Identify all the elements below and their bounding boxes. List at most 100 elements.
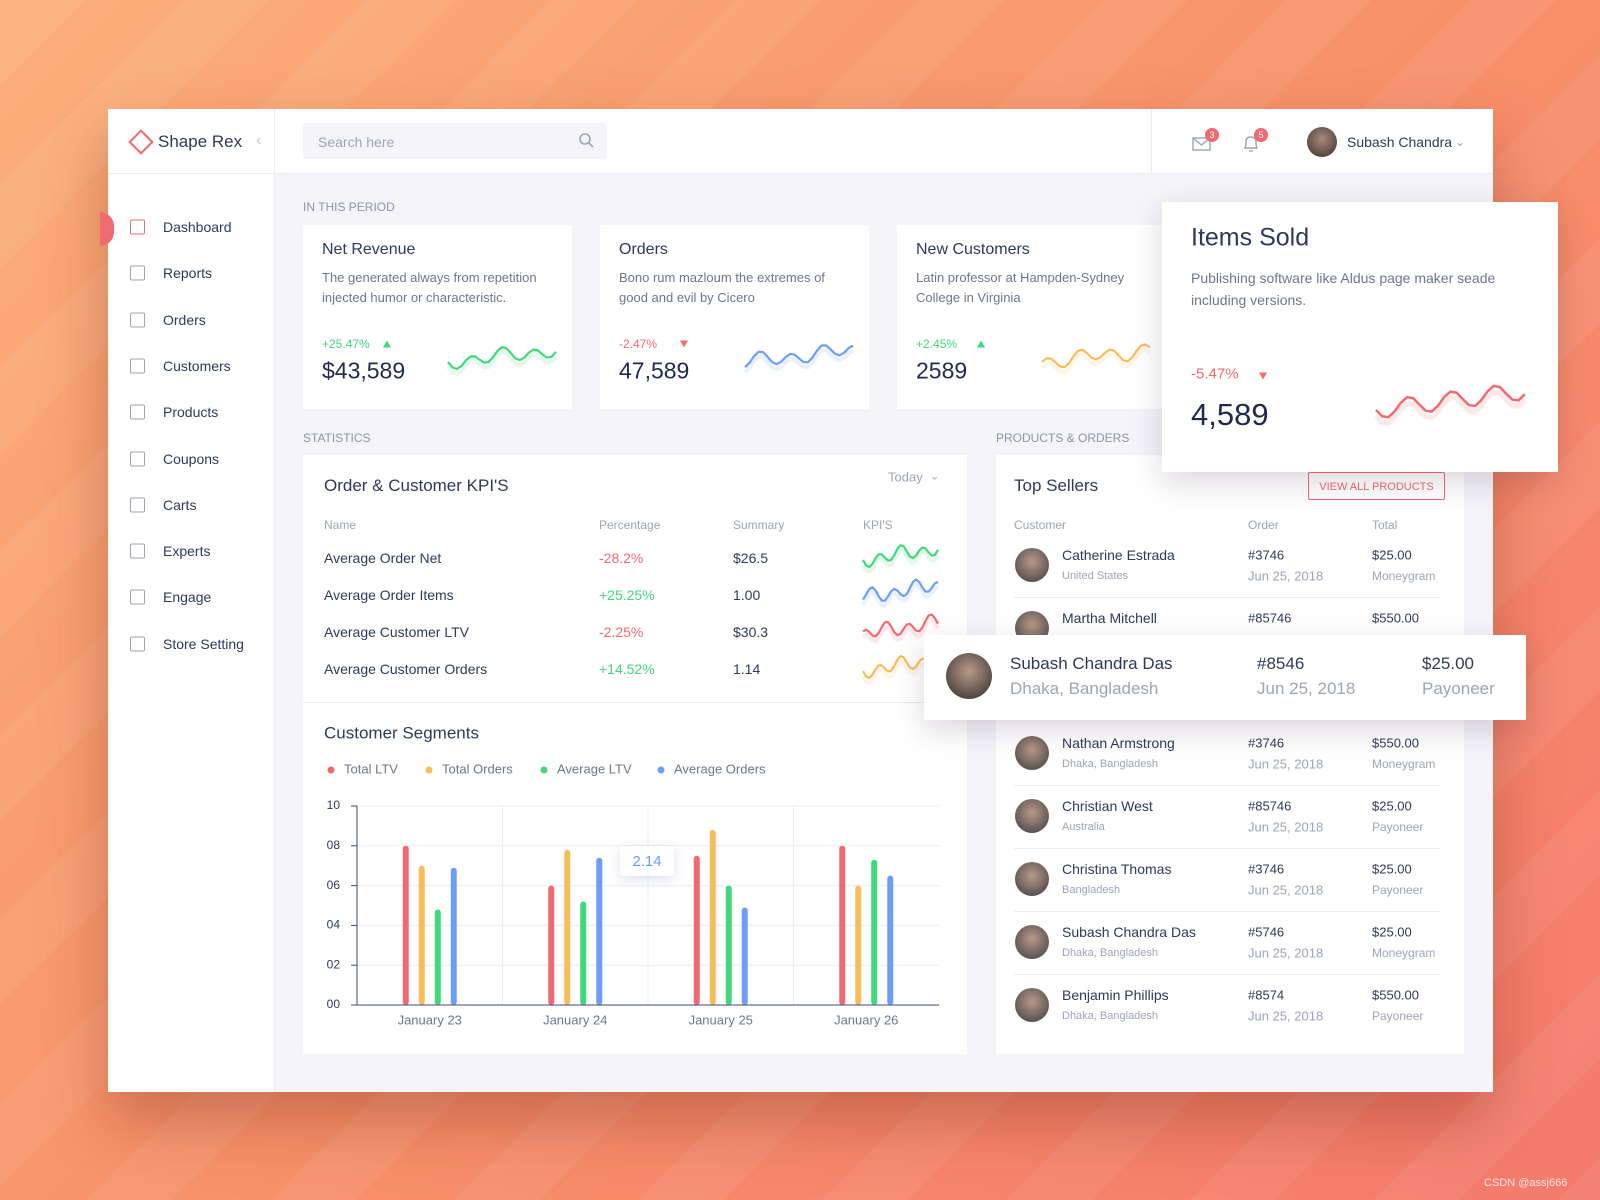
nav-icon[interactable]: [130, 451, 145, 466]
nav-icon[interactable]: [130, 636, 145, 652]
nav-item[interactable]: Carts: [163, 496, 197, 513]
column-header: Name: [324, 518, 357, 532]
y-tick-label: 04: [327, 918, 341, 932]
bar: [693, 855, 700, 1005]
user-avatar[interactable]: [1307, 127, 1337, 157]
nav-icon[interactable]: [130, 404, 145, 420]
stat-card: [897, 225, 1166, 409]
order-date: Jun 25, 2018: [1248, 945, 1324, 961]
kpi-percentage: +14.52%: [599, 661, 655, 677]
legend-dot: [657, 766, 665, 774]
sidebar: [108, 109, 275, 1092]
nav-icon[interactable]: [130, 497, 145, 513]
card-value: 2589: [916, 357, 968, 384]
order-total: $25.00: [1372, 924, 1412, 940]
card-change: +25.47%: [322, 337, 370, 351]
nav-icon[interactable]: [130, 358, 145, 374]
bar: [839, 845, 846, 1005]
nav-item[interactable]: Dashboard: [163, 219, 232, 235]
x-tick-label: January 24: [543, 1012, 607, 1027]
bar: [434, 909, 441, 1005]
dropdown-caret[interactable]: ⌄: [930, 470, 940, 483]
stat-card: [600, 225, 869, 409]
kpi-name: Average Order Items: [324, 587, 454, 603]
nav-item[interactable]: Products: [163, 404, 219, 421]
brand: Shape Rex: [158, 132, 243, 151]
collapse-icon[interactable]: ‹: [256, 132, 262, 149]
nav-item[interactable]: Customers: [163, 357, 231, 374]
divider: [1151, 109, 1152, 173]
nav-item[interactable]: Coupons: [163, 450, 220, 467]
tooltip-value: 2.14: [632, 853, 661, 870]
nav-icon[interactable]: [130, 219, 145, 235]
panel-title: Top Sellers: [1014, 476, 1099, 495]
card-title: New Customers: [916, 241, 1030, 258]
customer-name: Catherine Estrada: [1062, 547, 1175, 563]
order-date: Jun 25, 2018: [1248, 568, 1324, 584]
nav-item[interactable]: Engage: [163, 589, 212, 606]
order-id: #85746: [1248, 610, 1292, 626]
order-date: Jun 25, 2018: [1248, 756, 1324, 772]
x-tick-label: January 26: [834, 1012, 898, 1027]
avatar: [946, 653, 992, 699]
divider: [303, 702, 967, 703]
stat-card: [303, 225, 572, 409]
panel-title: Order & Customer KPI'S: [324, 476, 509, 495]
view-all-button[interactable]: VIEW ALL PRODUCTS: [1308, 472, 1445, 500]
nav-item[interactable]: Experts: [163, 543, 211, 560]
order-date: Jun 25, 2018: [1248, 1008, 1324, 1024]
order-date: Jun 25, 2018: [1248, 882, 1324, 898]
customer-location: Dhaka, Bangladesh: [1010, 679, 1159, 698]
order-id: #85746: [1248, 798, 1292, 814]
stat-card-featured: [1162, 202, 1558, 472]
order-total: $550.00: [1372, 735, 1419, 751]
avatar: [1015, 924, 1049, 959]
y-tick-label: 02: [327, 957, 341, 971]
row-divider: [1014, 911, 1440, 912]
card-change: -5.47%: [1191, 365, 1239, 383]
payment-method: Payoneer: [1372, 820, 1424, 835]
user-menu-caret[interactable]: ⌄: [1455, 135, 1466, 149]
user-name[interactable]: Subash Chandra: [1347, 134, 1453, 150]
search-icon[interactable]: [578, 132, 596, 150]
nav-icon[interactable]: [130, 265, 145, 281]
card-change: +2.45%: [916, 337, 958, 351]
nav-icon[interactable]: [130, 543, 145, 559]
search-box[interactable]: [303, 123, 607, 159]
trend-arrow: [383, 340, 391, 348]
sparkline-shadow: [861, 581, 939, 608]
nav-item[interactable]: Orders: [163, 311, 206, 328]
customer-location: Australia: [1062, 821, 1105, 834]
card-title: Items Sold: [1191, 223, 1310, 252]
order-total: $550.00: [1372, 987, 1419, 1003]
card-description: The generated always from repetition inj…: [322, 270, 537, 305]
payment-method: Moneygram: [1372, 757, 1436, 772]
kpi-percentage: -28.2%: [599, 550, 644, 566]
card-value: 4,589: [1191, 397, 1269, 432]
order-total: $25.00: [1422, 654, 1474, 673]
card-description: Bono rum mazloum the extremes of good an…: [619, 270, 825, 305]
nav-item[interactable]: Store Setting: [163, 635, 244, 652]
customer-name: Subash Chandra Das: [1062, 923, 1196, 940]
nav-item[interactable]: Reports: [163, 265, 213, 282]
bar: [871, 859, 878, 1005]
sparkline: [447, 346, 557, 371]
search-placeholder: Search here: [318, 134, 395, 150]
bar: [564, 849, 571, 1005]
nav-icon[interactable]: [130, 589, 145, 605]
top-sellers-panel: [996, 455, 1464, 1054]
legend-dot: [425, 766, 433, 774]
bar: [450, 867, 457, 1005]
kpi-name: Average Customer LTV: [324, 624, 469, 640]
bell-icon[interactable]: [1242, 134, 1260, 154]
column-header: Customer: [1014, 518, 1067, 532]
sparkline: [744, 344, 854, 368]
nav-icon[interactable]: [130, 312, 145, 328]
filter-dropdown[interactable]: Today: [888, 469, 923, 485]
trend-arrow: [977, 340, 985, 348]
kpi-percentage: +25.25%: [599, 587, 655, 603]
kpi-summary: 1.14: [733, 661, 761, 677]
customer-location: Bangladesh: [1062, 884, 1121, 896]
sparkline-shadow: [1040, 347, 1152, 375]
